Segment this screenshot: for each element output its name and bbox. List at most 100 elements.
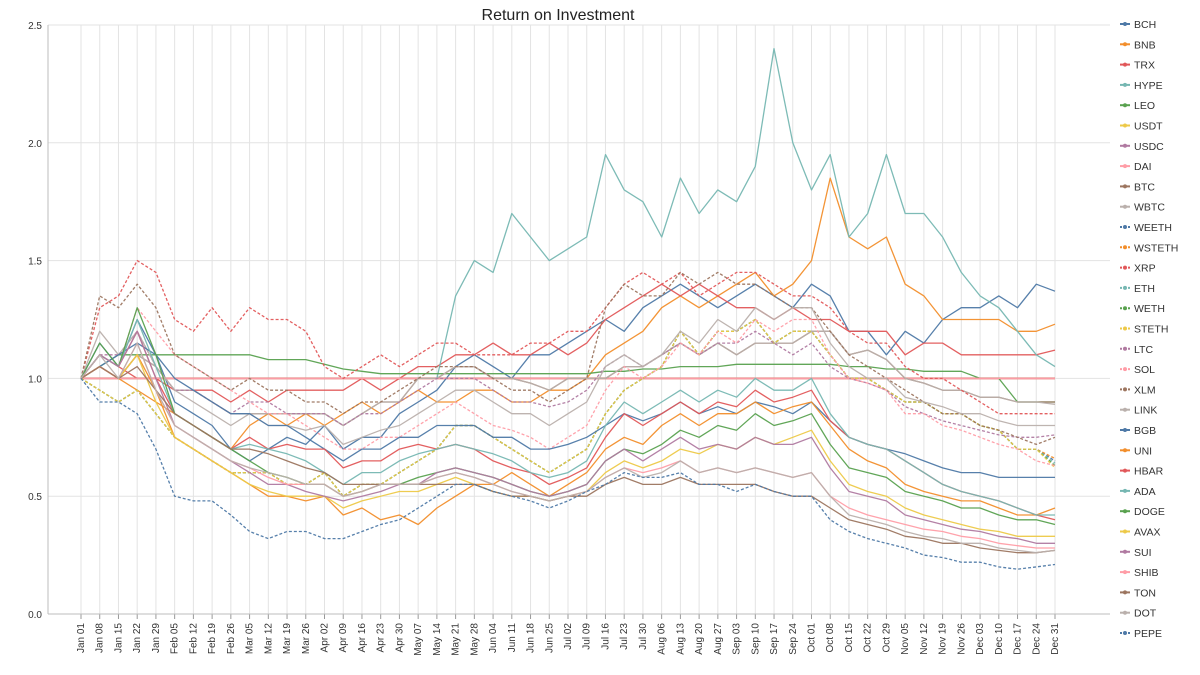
y-tick-label: 1.5 (28, 257, 42, 268)
x-tick-label: Jun 18 (526, 623, 537, 653)
legend-item-usdc[interactable]: USDC (1120, 141, 1164, 153)
legend-item-xrp[interactable]: XRP (1120, 263, 1156, 275)
legend-marker (1123, 62, 1127, 67)
legend-marker (1123, 549, 1127, 554)
legend-item-sol[interactable]: SOL (1120, 364, 1155, 376)
y-tick-label: 0.5 (28, 492, 42, 503)
x-tick-label: Apr 16 (357, 623, 368, 653)
x-tick-label: Dec 24 (1031, 623, 1042, 655)
x-tick-label: Jun 25 (544, 623, 555, 653)
legend-label: STETH (1134, 324, 1168, 336)
series-line-link (80, 307, 1055, 446)
legend-item-bch[interactable]: BCH (1120, 19, 1156, 31)
series-line-pepe (80, 377, 1056, 570)
x-tick-label: Feb 26 (226, 623, 237, 655)
legend-item-ada[interactable]: ADA (1120, 486, 1156, 498)
legend-marker (1123, 488, 1127, 493)
legend-item-trx[interactable]: TRX (1120, 60, 1155, 72)
legend-marker (1123, 245, 1127, 250)
legend-item-dai[interactable]: DAI (1120, 161, 1152, 173)
legend-item-uni[interactable]: UNI (1120, 445, 1152, 457)
x-tick-label: Apr 02 (320, 623, 331, 653)
legend-marker (1123, 346, 1127, 351)
legend-label: LINK (1134, 405, 1157, 417)
legend-marker (1123, 103, 1127, 108)
legend-marker (1123, 123, 1127, 128)
axes: Jan 01 Jan 08 Jan 15 Jan 22 Jan 29 Feb 05 Feb … (28, 21, 1110, 656)
series-line-ltc (80, 330, 1056, 438)
series-line-sol (80, 307, 1056, 467)
x-tick-label: Feb 05 (170, 623, 181, 655)
x-tick-label: May 28 (469, 623, 480, 656)
legend-item-pepe[interactable]: PEPE (1120, 628, 1162, 640)
x-tick-label: Jan 29 (151, 623, 162, 653)
x-tick-label: Jul 23 (619, 623, 630, 650)
legend-label: DAI (1134, 161, 1152, 173)
legend-marker (1123, 570, 1127, 575)
legend-item-dot[interactable]: DOT (1120, 608, 1157, 620)
legend-label: SHIB (1134, 567, 1159, 579)
legend-item-link[interactable]: LINK (1120, 405, 1157, 417)
legend-item-shib[interactable]: SHIB (1120, 567, 1159, 579)
x-tick-label: May 21 (451, 623, 462, 656)
legend-item-sui[interactable]: SUI (1120, 547, 1152, 559)
legend-label: SUI (1134, 547, 1152, 559)
x-tick-label: Dec 31 (1050, 623, 1061, 655)
legend-item-ltc[interactable]: LTC (1120, 344, 1153, 356)
series-layer (80, 47, 1056, 570)
series-line-steth (80, 318, 1056, 497)
legend-item-weeth[interactable]: WEETH (1120, 222, 1172, 234)
series-line-hype (436, 47, 1056, 379)
legend-item-usdt[interactable]: USDT (1120, 121, 1163, 133)
legend-item-btc[interactable]: BTC (1120, 181, 1155, 193)
legend-marker (1123, 529, 1127, 534)
x-tick-label: Apr 30 (394, 623, 405, 653)
legend-label: PEPE (1134, 628, 1162, 640)
series-line-bgb (80, 342, 1055, 479)
legend-item-hype[interactable]: HYPE (1120, 80, 1163, 92)
series-line-trx (80, 283, 1056, 403)
x-tick-label: Mar 19 (282, 623, 293, 655)
legend-item-steth[interactable]: STETH (1120, 324, 1168, 336)
x-tick-label: Dec 10 (994, 623, 1005, 655)
y-tick-label: 2.0 (28, 139, 42, 150)
legend-item-wsteth[interactable]: WSTETH (1120, 242, 1178, 254)
legend-item-bgb[interactable]: BGB (1120, 425, 1156, 437)
x-tick-label: Mar 26 (301, 623, 312, 655)
legend-item-wbtc[interactable]: WBTC (1120, 202, 1165, 214)
legend-marker (1123, 265, 1127, 270)
legend-label: DOGE (1134, 506, 1165, 518)
legend-item-ton[interactable]: TON (1120, 587, 1156, 599)
series-line-xrp (80, 259, 1055, 415)
legend-marker (1123, 590, 1127, 595)
series-line-ada (80, 318, 1055, 516)
x-tick-label: Sep 10 (750, 623, 761, 655)
x-tick-label: Dec 17 (1013, 623, 1024, 655)
legend-label: SOL (1134, 364, 1155, 376)
legend-item-eth[interactable]: ETH (1120, 283, 1155, 295)
x-tick-label: Aug 20 (694, 623, 705, 655)
series-line-xlm (80, 271, 1056, 446)
legend-label: WEETH (1134, 222, 1172, 234)
legend-item-avax[interactable]: AVAX (1120, 527, 1160, 539)
legend-marker (1123, 285, 1127, 290)
legend-item-hbar[interactable]: HBAR (1120, 466, 1164, 478)
legend-item-doge[interactable]: DOGE (1120, 506, 1165, 518)
legend-item-bnb[interactable]: BNB (1120, 39, 1156, 51)
legend-label: BGB (1134, 425, 1156, 437)
legend-item-leo[interactable]: LEO (1120, 100, 1155, 112)
x-tick-label: Sep 17 (769, 623, 780, 655)
legend-marker (1123, 387, 1127, 392)
legend-item-xlm[interactable]: XLM (1120, 384, 1156, 396)
legend-label: USDC (1134, 141, 1164, 153)
legend-item-weth[interactable]: WETH (1120, 303, 1165, 315)
x-tick-label: Sep 03 (732, 623, 743, 655)
y-tick-label: 1.0 (28, 374, 42, 385)
x-tick-label: Oct 29 (881, 623, 892, 653)
legend-label: LEO (1134, 100, 1155, 112)
legend-label: WBTC (1134, 202, 1165, 214)
legend-label: BTC (1134, 181, 1155, 193)
legend-label: ETH (1134, 283, 1155, 295)
x-tick-label: Aug 06 (657, 623, 668, 655)
